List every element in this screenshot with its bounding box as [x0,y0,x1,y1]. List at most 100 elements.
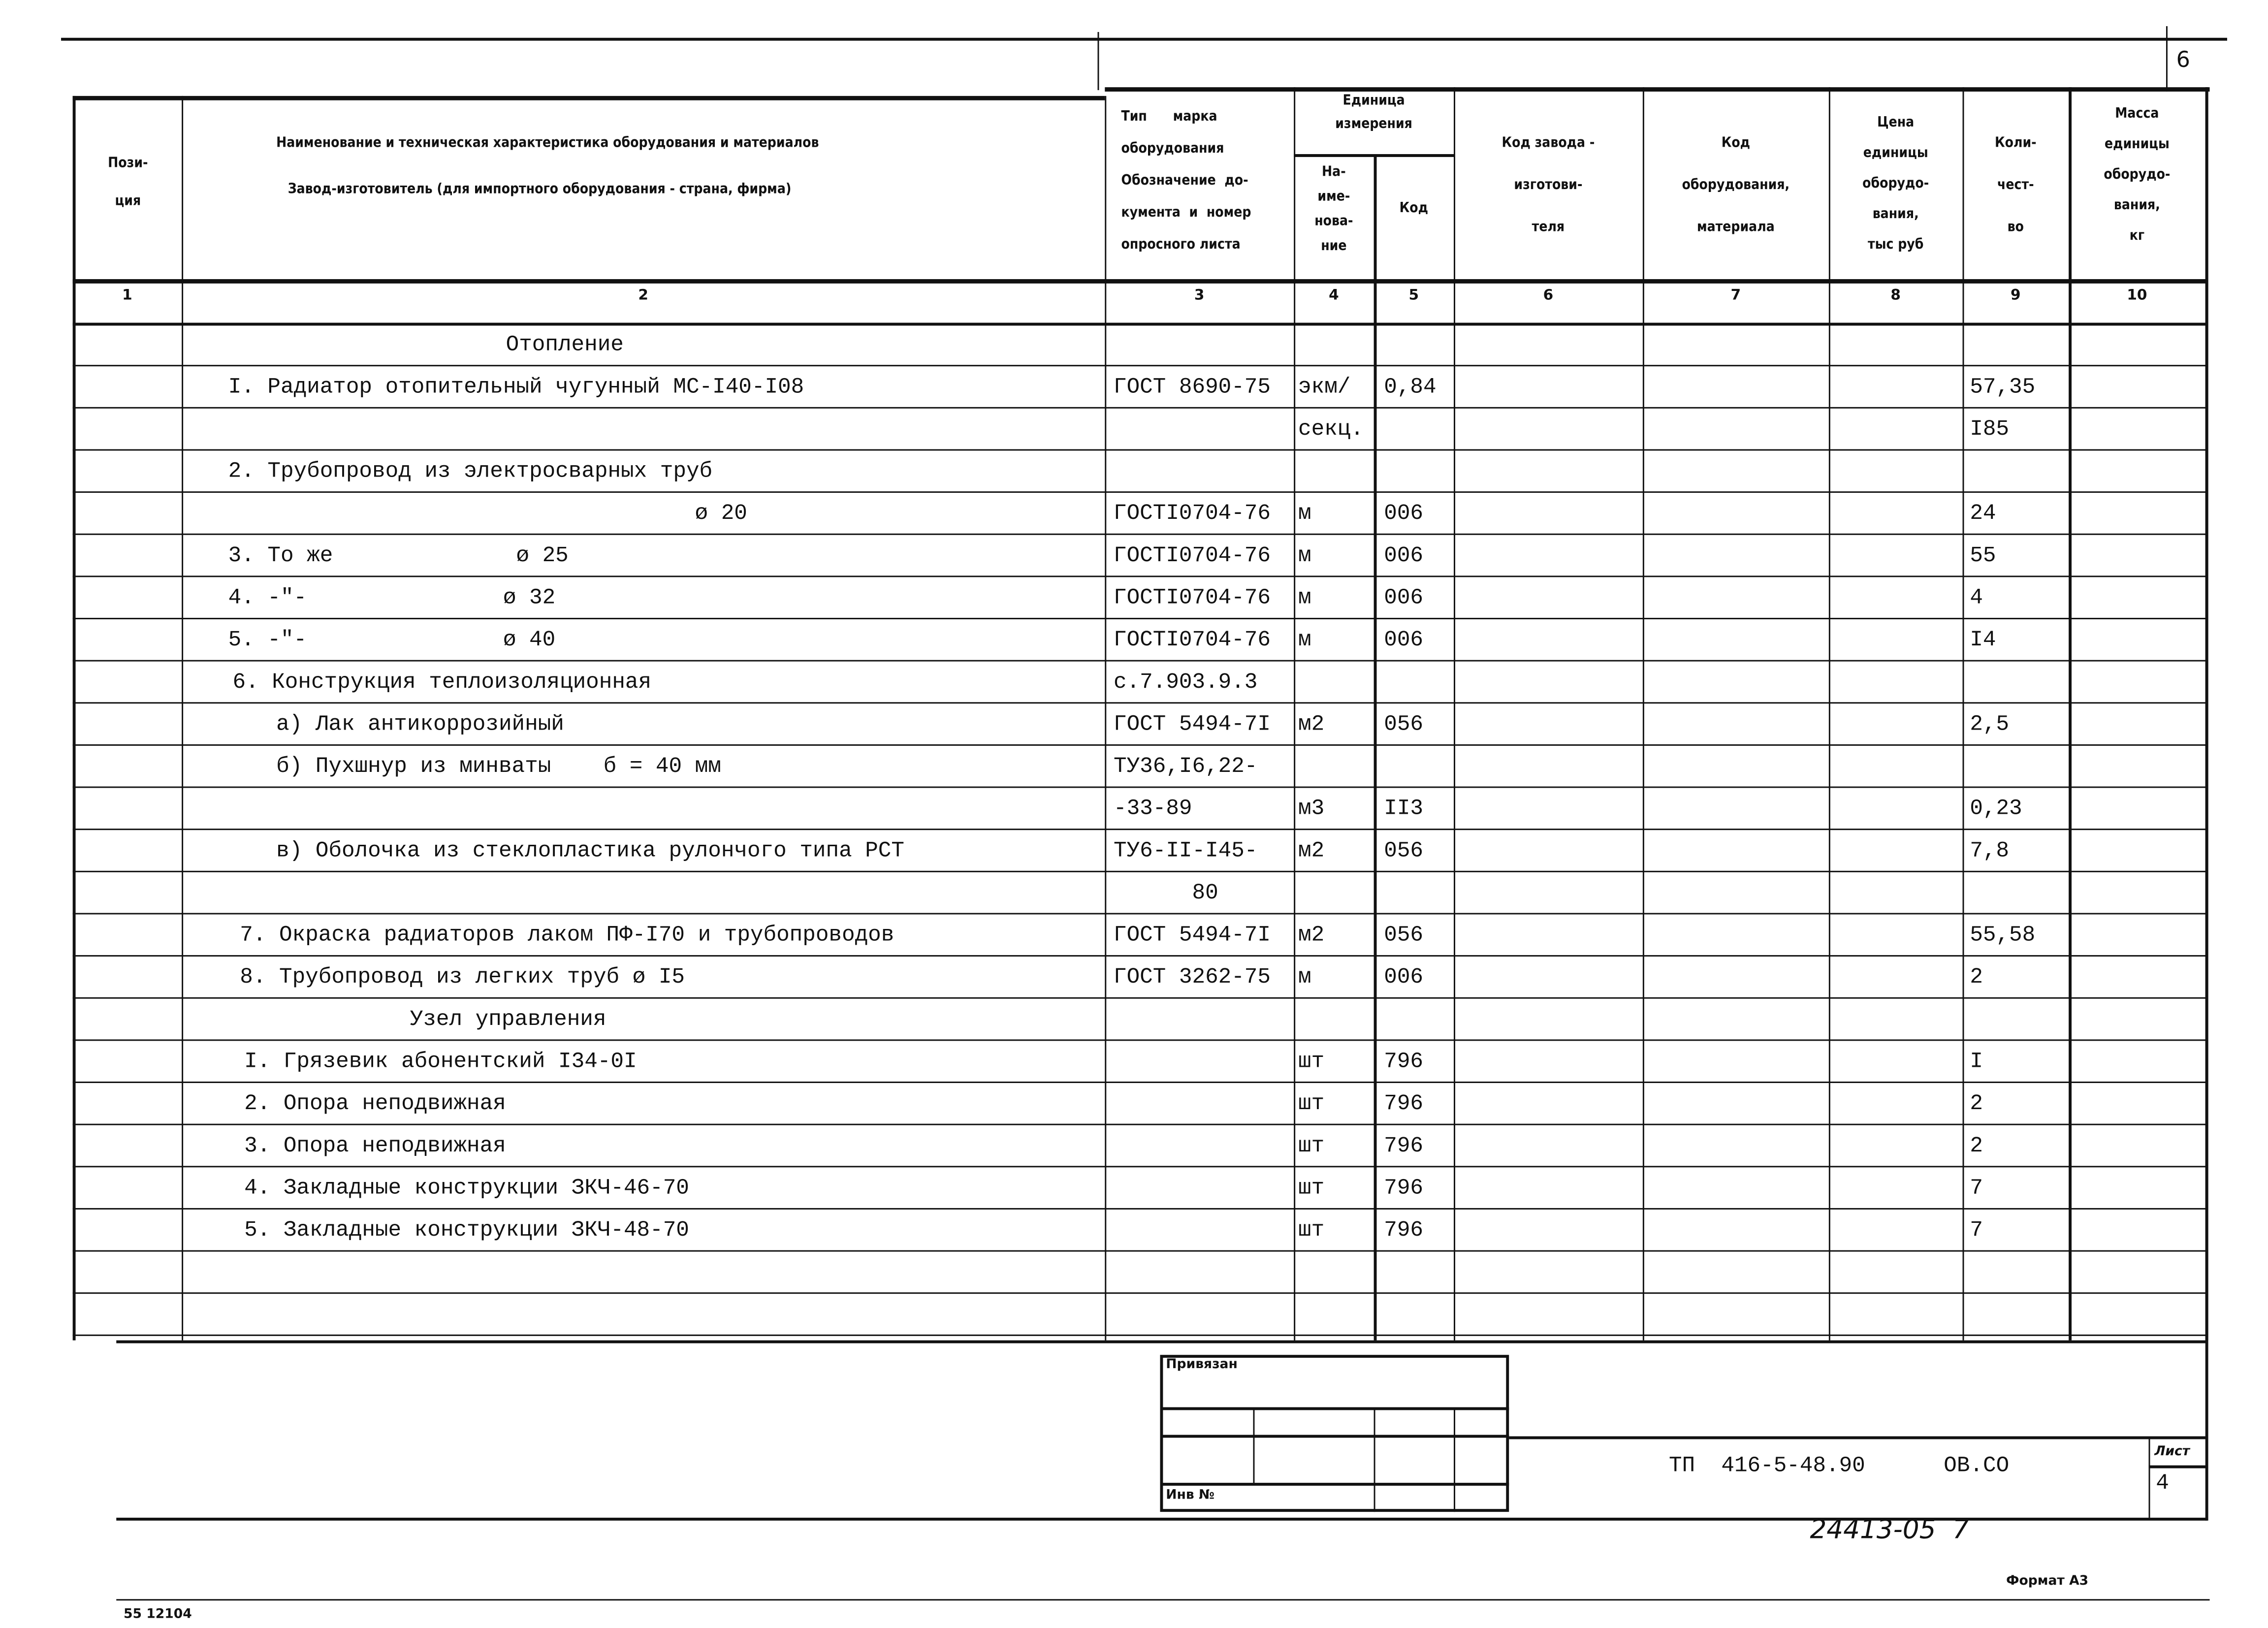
stamp-line [1160,1483,1509,1486]
item-name: 2. Трубопровод из электросварных труб [228,459,713,484]
handwritten-archive-number: 24413-05 7 [1810,1515,1970,1546]
header-unit-price: Цена единицы оборудо- вания, тыс руб [1862,115,1929,253]
item-quantity: 7,8 [1970,838,2010,864]
item-unit: шт [1298,1218,1325,1243]
item-name: 4. Закладные конструкции ЗКЧ-46-70 [244,1176,689,1201]
stamp-number: 55 12104 [124,1608,192,1623]
row-line [72,786,2207,788]
bound-stamp-box [1160,1355,1509,1512]
item-unit: м [1298,586,1311,611]
column-divider [1962,87,1964,1341]
item-unit-code: 796 [1384,1218,1424,1243]
row-line [72,744,2207,746]
column-divider [1105,96,1107,1341]
item-document: ТУ36,I6,22- [1113,754,1258,779]
row-line [72,1039,2207,1041]
item-unit-code: 006 [1384,501,1424,526]
item-name: 5. Закладные конструкции ЗКЧ-48-70 [244,1218,689,1243]
item-name: I. Радиатор отопительный чугунный МС-I40… [228,375,804,400]
row-line [72,533,2207,535]
item-unit-code: 006 [1384,586,1424,611]
item-document: ГОСТ 3262-75 [1113,965,1271,990]
page-number-box-border [2166,26,2168,92]
item-quantity: 57,35 [1970,375,2036,400]
column-divider [1828,87,1830,1341]
sheet-box-line [2148,1465,2207,1468]
column-number: 7 [1730,287,1741,304]
format-label: Формат А3 [2006,1574,2089,1589]
header-top-line-right [1105,87,2210,92]
item-name: 8. Трубопровод из легких труб ø I5 [240,965,685,990]
column-divider [1374,154,1377,1341]
row-line [72,1166,2207,1168]
sheet-label: Лист [2154,1445,2190,1460]
row-line [72,407,2207,409]
row-line [72,913,2207,915]
item-document: ГОСТ 8690-75 [1113,375,1271,400]
header-unit-name: На- име- нова- ние [1314,164,1353,255]
bottom-border [116,1599,2210,1601]
sheet-box-border [2148,1439,2150,1518]
column-number: 1 [122,287,132,304]
item-name: 5. -"- ø 40 [228,628,556,653]
row-line [72,1292,2207,1294]
sheet-number: 4 [2156,1471,2169,1496]
header-unit-group: Единица измерения [1335,93,1412,132]
item-quantity: I [1970,1050,1983,1075]
item-document: ГОСТ 5494-7I [1113,712,1271,737]
item-quantity: 55,58 [1970,923,2036,948]
item-quantity: 7 [1970,1176,1983,1201]
inventory-number-label: Инв № [1166,1488,1215,1503]
row-line [72,1250,2207,1252]
item-document: -33-89 [1113,797,1192,822]
document-designation: ТП 416-5-48.90 ОВ.СО [1669,1454,2010,1479]
row-line [72,575,2207,577]
item-unit: экм/ [1298,375,1351,400]
row-line [72,618,2207,619]
header-name: Наименование и техническая характеристик… [276,135,819,152]
item-unit-code: 0,84 [1384,375,1437,400]
row-line [72,660,2207,662]
item-document: ГОСТI0704-76 [1113,501,1271,526]
top-border [61,37,2227,41]
column-number: 9 [2011,287,2021,304]
row-line [72,491,2207,493]
item-unit: м2 [1298,838,1325,864]
title-line [1509,1436,2207,1439]
column-number: 6 [1543,287,1554,304]
column-divider [1294,87,1296,1341]
item-unit-code: 056 [1384,838,1424,864]
item-quantity: 0,23 [1970,797,2022,822]
item-name: 3. То же ø 25 [228,543,569,569]
title-bottom-line [116,1517,2207,1521]
row-line [72,829,2207,830]
stamp-divider [1454,1407,1455,1512]
header-top-line [72,96,1105,100]
item-unit: м2 [1298,923,1325,948]
header-unit-mass: Масса единицы оборудо- вания, кг [2104,106,2171,245]
item-unit: шт [1298,1176,1325,1201]
item-document: ГОСТI0704-76 [1113,628,1271,653]
item-unit-code: 796 [1384,1176,1424,1201]
row-line [72,702,2207,704]
item-unit-code: 796 [1384,1091,1424,1117]
item-unit: шт [1298,1134,1325,1159]
item-unit: шт [1298,1050,1325,1075]
header-equipment-code: Код оборудования, материала [1682,135,1790,236]
item-unit: м [1298,628,1311,653]
column-number: 3 [1194,287,1205,304]
column-divider [182,96,184,1341]
item-quantity: 2 [1970,965,1983,990]
item-unit-code: 006 [1384,543,1424,569]
top-divider [1097,32,1099,91]
item-unit: м [1298,501,1311,526]
item-document: с.7.903.9.3 [1113,670,1258,695]
item-name: 6. Конструкция теплоизоляционная [232,670,652,695]
column-divider [2069,87,2072,1341]
item-unit-code: 796 [1384,1134,1424,1159]
item-name: в) Оболочка из стеклопластика рулончого … [276,838,904,864]
row-line [72,870,2207,872]
right-border [2205,87,2208,1521]
item-quantity: I4 [1970,628,1996,653]
header-type-doc: Тип марка оборудования Обозначение до- к… [1121,109,1251,253]
